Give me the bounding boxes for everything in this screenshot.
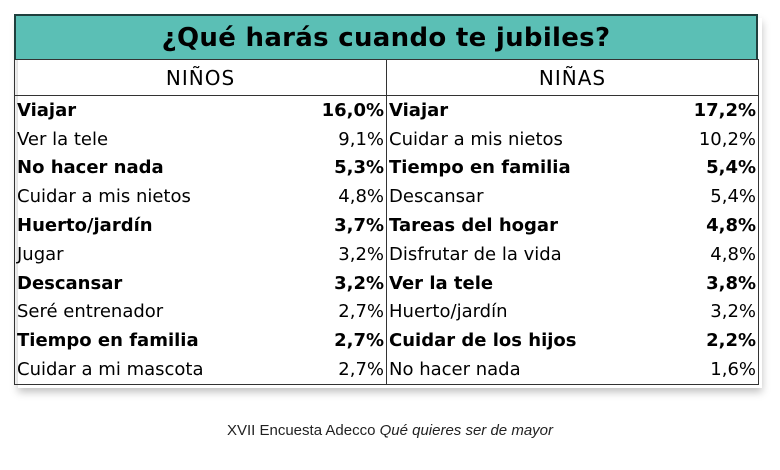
ninos-value: 2,7% [319,326,388,356]
ninas-value: 2,2% [691,326,760,356]
ninas-label: Tiempo en familia [389,157,571,179]
table-row: Ver la tele 9,1% Cuidar a mis nietos 10,2% [14,124,760,154]
ninos-label: Tiempo en familia [14,326,320,356]
ninas-label: Tareas del hogar [389,215,558,237]
ninas-value: 1,6% [691,355,760,385]
ninas-label: Ver la tele [389,272,494,294]
ninos-value: 2,7% [319,355,388,385]
table-row: Jugar 3,2% Disfrutar de la vida 4,8% [14,239,760,269]
ninas-value: 10,2% [691,124,760,154]
ninos-value: 3,2% [319,239,388,269]
ninos-label: Cuidar a mis nietos [14,182,320,212]
ninas-value: 3,8% [691,268,760,298]
caption-prefix: XVII Encuesta Adecco [226,422,380,439]
ninas-label: Disfrutar de la vida [389,243,562,265]
ninos-label: Viajar [14,95,320,125]
ninos-label: Descansar [14,268,320,298]
ninas-value: 5,4% [691,182,760,212]
ninas-label: Descansar [389,186,484,208]
table-row: Huerto/jardín 3,7% Tareas del hogar 4,8% [14,211,760,240]
table-row: Descansar 3,2% Ver la tele 3,8% [14,268,760,298]
ninos-label: Cuidar a mi mascota [14,355,320,385]
ninos-label: Ver la tele [14,124,320,154]
ninas-label: Viajar [389,99,449,121]
table-row: Viajar 16,0% Viajar 17,2% [14,95,760,125]
header-ninos: NIÑOS [13,59,388,96]
survey-table: NIÑOS NIÑAS Viajar 16,0% Viajar 17,2% Ver la… [13,59,760,385]
ninas-label: No hacer nada [386,355,692,385]
ninos-label: Seré entrenador [14,297,320,327]
table-row: Cuidar a mis nietos 4,8% Descansar 5,4% [14,182,760,212]
table-row: Seré entrenador 2,7% Huerto/jardín 3,2% [14,297,760,327]
ninos-value: 3,2% [319,268,388,298]
ninos-label: Huerto/jardín [14,211,320,240]
survey-table-container: ¿Qué harás cuando te jubiles? NIÑOS NIÑA… [13,14,760,385]
ninas-label: Cuidar a mis nietos [389,128,563,150]
ninos-value: 3,7% [319,211,388,240]
ninas-value: 3,2% [691,297,760,327]
table-body: Viajar 16,0% Viajar 17,2% Ver la tele 9,1% Cui… [14,95,760,385]
ninos-value: 5,3% [319,153,388,183]
ninos-value: 16,0% [319,95,388,125]
source-caption: XVII Encuesta Adecco Qué quieres ser de … [0,422,780,439]
header-row: NIÑOS NIÑAS [13,59,760,96]
ninas-value: 17,2% [691,95,760,125]
table-row: Tiempo en familia 2,7% Cuidar de los hijos… [14,326,760,356]
ninos-value: 2,7% [319,297,388,327]
ninas-value: 4,8% [691,211,760,240]
ninas-label: Cuidar de los hijos [389,330,577,352]
ninos-label: Jugar [14,239,320,269]
ninas-label: Huerto/jardín [389,301,508,323]
ninos-value: 9,1% [319,124,388,154]
header-ninas: NIÑAS [386,59,760,96]
ninas-value: 5,4% [691,153,760,183]
ninos-value: 4,8% [319,182,388,212]
ninas-value: 4,8% [691,239,760,269]
caption-title: Qué quieres ser de mayor [379,422,553,439]
table-row: Cuidar a mi mascota 2,7% No hacer nada 1,6% [14,355,760,385]
table-title: ¿Qué harás cuando te jubiles? [14,14,758,59]
ninos-label: No hacer nada [14,153,320,183]
table-row: No hacer nada 5,3% Tiempo en familia 5,4% [14,153,760,183]
